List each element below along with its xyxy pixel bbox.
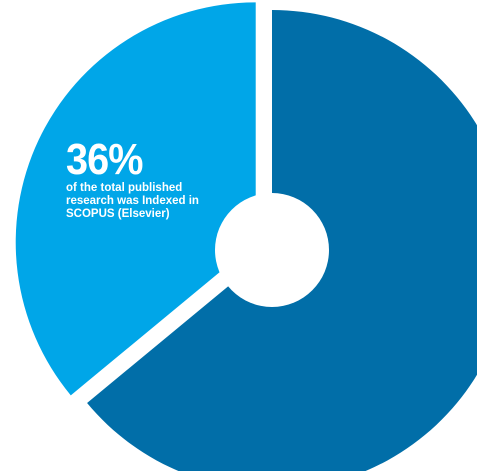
- pie-slice-0: [15, 2, 256, 396]
- annotation-description: of the total published research was Inde…: [66, 182, 199, 220]
- donut-hole: [215, 193, 329, 307]
- slice-annotation: 36% of the total published research was …: [66, 138, 236, 221]
- percentage-label: 36%: [66, 135, 143, 184]
